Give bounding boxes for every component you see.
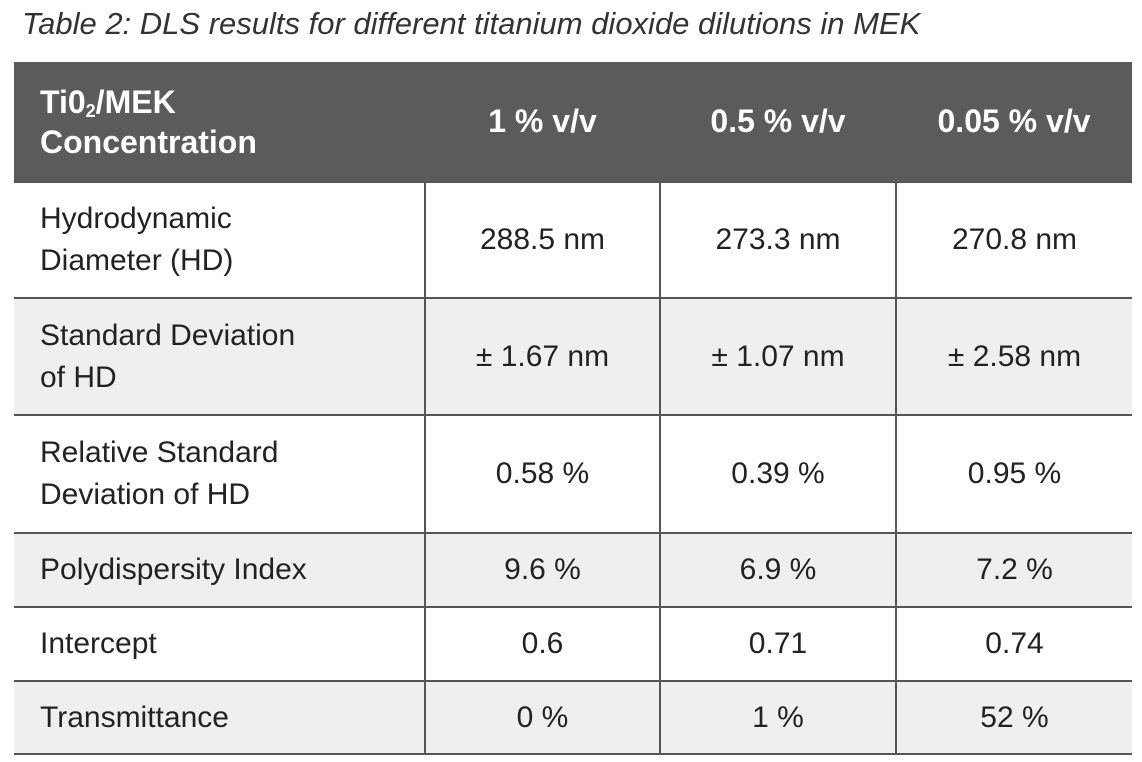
cell: ± 1.67 nm <box>424 297 661 416</box>
cell: 52 % <box>895 680 1132 755</box>
cell: 9.6 % <box>424 532 661 608</box>
row: Relative Standard Deviation of HD 0.58 % 0.… <box>14 414 1132 534</box>
results-table: Ti02/MEK Concentration 1 % v/v 0.5 % v/v 0.… <box>14 62 1132 755</box>
header-cell: Ti02/MEK Concentration <box>14 62 425 182</box>
row: Polydispersity Index 9.6 % 6.9 % 7.2 % <box>14 532 1132 608</box>
row-label: Standard Deviation of HD <box>14 297 426 416</box>
header-cell: 0.5 % v/v <box>660 62 896 182</box>
caption: Table 2: DLS results for different titan… <box>22 6 921 41</box>
row: Standard Deviation of HD ± 1.67 nm ± 1.07 n… <box>14 297 1132 416</box>
cell: 6.9 % <box>659 532 897 608</box>
cell: 7.2 % <box>895 532 1132 608</box>
row-label: Hydrodynamic Diameter (HD) <box>14 181 426 299</box>
row-label: Intercept <box>14 606 426 682</box>
row: Intercept 0.6 0.71 0.74 <box>14 606 1132 682</box>
cell: 0.6 <box>424 606 661 682</box>
header-cell: 0.05 % v/v <box>896 62 1132 182</box>
cell: 0 % <box>424 680 661 755</box>
label-line: Polydispersity Index <box>40 553 307 586</box>
row-label: Relative Standard Deviation of HD <box>14 414 426 534</box>
row: Hydrodynamic Diameter (HD) 288.5 nm 273.3 n… <box>14 181 1132 299</box>
cell: ± 1.07 nm <box>659 297 897 416</box>
cell: 273.3 nm <box>659 181 897 299</box>
header-row: Ti02/MEK Concentration 1 % v/v 0.5 % v/v 0.… <box>14 62 1132 182</box>
header-text: Ti0 <box>40 83 86 120</box>
row-label: Polydispersity Index <box>14 532 426 608</box>
label-line: Hydrodynamic <box>40 202 232 235</box>
header-text: /MEK <box>95 83 176 120</box>
header-text: Concentration <box>40 123 257 160</box>
label-line: Deviation of HD <box>40 478 251 511</box>
label-line: Relative Standard <box>40 436 279 469</box>
cell: 0.95 % <box>895 414 1132 534</box>
cell: 0.39 % <box>659 414 897 534</box>
label-line: Intercept <box>40 627 157 660</box>
label-line: Standard Deviation <box>40 318 296 352</box>
row: Transmittance 0 % 1 % 52 % <box>14 680 1132 755</box>
subscript: 2 <box>85 100 96 121</box>
label-line: Diameter (HD) <box>40 244 234 277</box>
cell: 288.5 nm <box>424 181 661 299</box>
label-line: of HD <box>40 360 117 394</box>
cell: 0.74 <box>895 606 1132 682</box>
header-cell: 1 % v/v <box>425 62 660 182</box>
cell: 270.8 nm <box>895 181 1132 299</box>
cell: 0.71 <box>659 606 897 682</box>
cell: ± 2.58 nm <box>895 297 1132 416</box>
cell: 0.58 % <box>424 414 661 534</box>
row-label: Transmittance <box>14 680 426 755</box>
cell: 1 % <box>659 680 897 755</box>
label-line: Transmittance <box>40 700 229 734</box>
